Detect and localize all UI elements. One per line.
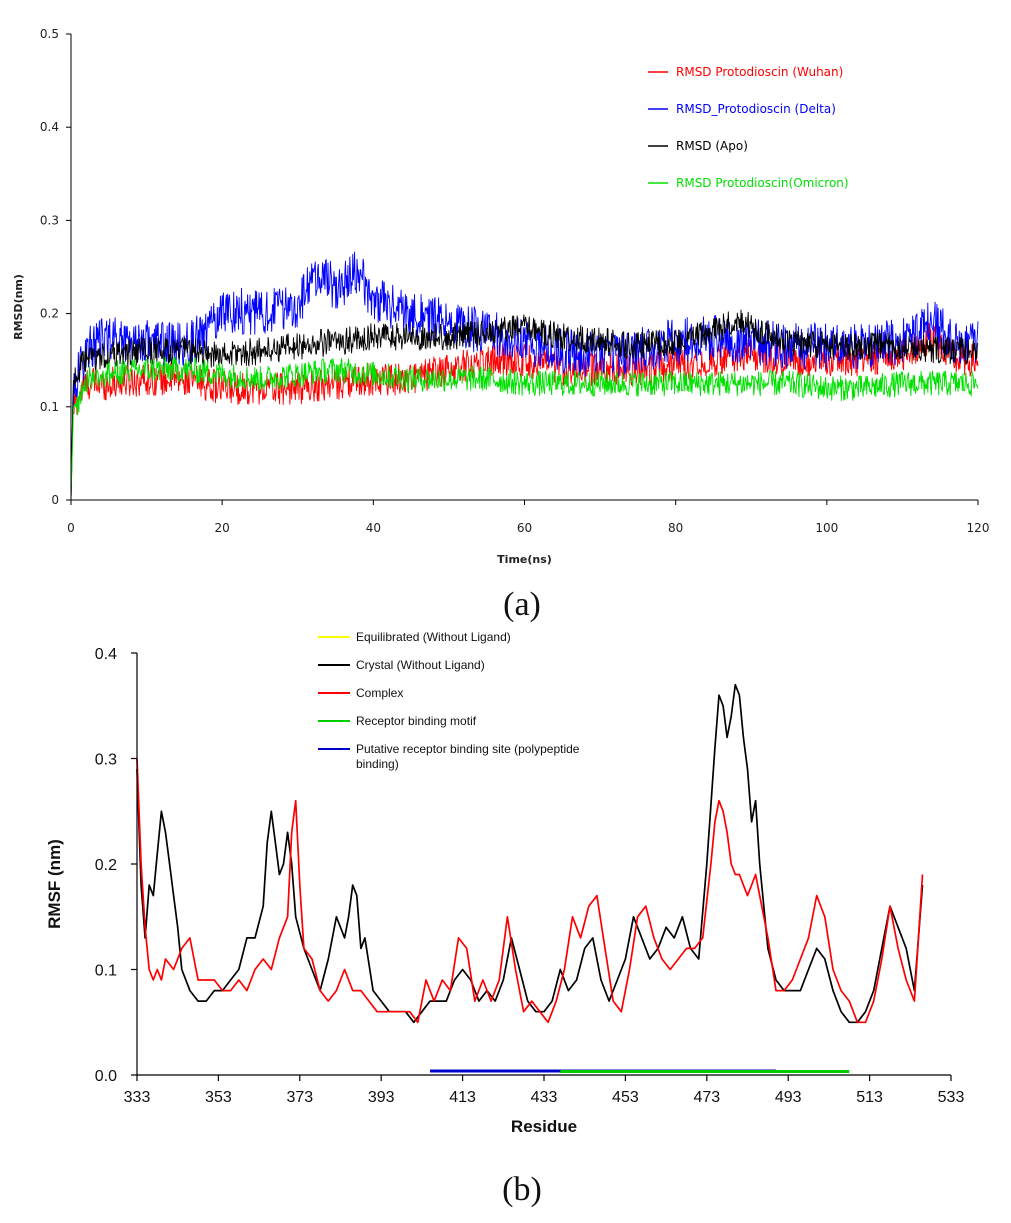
panel-label-a: (a): [503, 586, 541, 623]
chart-b-series-line: [136, 758, 924, 1024]
chart-b-x-tick-label: 433: [531, 1089, 558, 1106]
chart-a-x-tick-label: 80: [668, 521, 683, 535]
chart-b-series: [136, 683, 924, 1024]
chart-b-y-tick-label: 0.2: [95, 857, 117, 874]
chart-a-series-line: [70, 356, 979, 501]
chart-a-ticks: 0 0.1 0.2 0.3 0.4 0.5 0 20 40 60 80 100 120: [40, 27, 990, 535]
chart-a-y-tick-label: 0.1: [40, 400, 59, 414]
chart-b-x-tick-label: 533: [938, 1089, 965, 1106]
chart-b-x-axis-title: Residue: [511, 1117, 577, 1136]
chart-a-legend: RMSD Protodioscin (Wuhan) RMSD_Protodiosc…: [648, 65, 849, 190]
chart-b-region-bars: [430, 1069, 850, 1073]
chart-a-x-tick-label: 0: [67, 521, 75, 535]
chart-a-series-line: [70, 309, 979, 501]
chart-b-y-tick-label: 0.1: [95, 963, 117, 980]
chart-a-legend-label: RMSD (Apo): [676, 139, 748, 153]
chart-b-rmsf: 0.0 0.1 0.2 0.3 0.4 333 353 373 393 413 433 453 473 4…: [45, 630, 964, 1136]
chart-b-legend-label: Complex: [356, 686, 403, 700]
chart-a-x-tick-label: 100: [815, 521, 838, 535]
chart-b-legend-label: Putative receptor binding site (polypept…: [356, 742, 580, 771]
chart-b-y-tick-label: 0.4: [95, 646, 117, 663]
chart-a-y-tick-label: 0.5: [40, 27, 59, 41]
chart-a-y-tick-label: 0.4: [40, 120, 59, 134]
chart-a-y-tick-label: 0: [51, 493, 59, 507]
chart-b-x-tick-label: 453: [612, 1089, 639, 1106]
chart-b-x-tick-label: 493: [775, 1089, 802, 1106]
chart-b-y-tick-label: 0.3: [95, 752, 117, 769]
chart-b-legend-label: Equilibrated (Without Ligand): [356, 630, 511, 644]
chart-b-x-tick-label: 333: [124, 1089, 151, 1106]
chart-b-x-tick-label: 413: [449, 1089, 476, 1106]
chart-a-x-tick-label: 60: [517, 521, 532, 535]
chart-b-y-tick-label: 0.0: [95, 1068, 117, 1085]
chart-b-x-tick-label: 473: [693, 1089, 720, 1106]
chart-a-series-line: [70, 251, 979, 501]
chart-a-x-axis-title: Time(ns): [497, 553, 552, 566]
chart-a-series-line: [70, 322, 979, 501]
chart-b-legend-label: Receptor binding motif: [356, 714, 477, 728]
chart-a-rmsd: 0 0.1 0.2 0.3 0.4 0.5 0 20 40 60 80 100 120 Time(ns)…: [12, 27, 989, 566]
chart-b-x-tick-label: 393: [368, 1089, 395, 1106]
chart-b-x-tick-label: 373: [286, 1089, 313, 1106]
chart-a-legend-label: RMSD Protodioscin (Wuhan): [676, 65, 843, 79]
chart-b-y-axis-title: RMSF (nm): [45, 839, 64, 929]
chart-a-legend-label: RMSD Protodioscin(Omicron): [676, 176, 849, 190]
chart-a-x-tick-label: 40: [366, 521, 381, 535]
chart-a-y-tick-label: 0.2: [40, 307, 59, 321]
chart-a-series: [70, 251, 979, 501]
chart-b-x-tick-label: 513: [856, 1089, 883, 1106]
chart-a-x-tick-label: 120: [967, 521, 990, 535]
chart-a-legend-label: RMSD_Protodioscin (Delta): [676, 102, 836, 116]
chart-b-legend: Equilibrated (Without Ligand) Crystal (Wi…: [318, 630, 580, 771]
panel-label-b: (b): [502, 1171, 542, 1208]
chart-a-x-tick-label: 20: [215, 521, 230, 535]
chart-b-ticks: 0.0 0.1 0.2 0.3 0.4 333 353 373 393 413 433 453 473 4…: [95, 646, 965, 1106]
chart-a-y-tick-label: 0.3: [40, 213, 59, 227]
chart-b-x-tick-label: 353: [205, 1089, 232, 1106]
chart-b-legend-label: Crystal (Without Ligand): [356, 658, 485, 672]
chart-a-y-axis-title: RMSD(nm): [12, 274, 25, 340]
